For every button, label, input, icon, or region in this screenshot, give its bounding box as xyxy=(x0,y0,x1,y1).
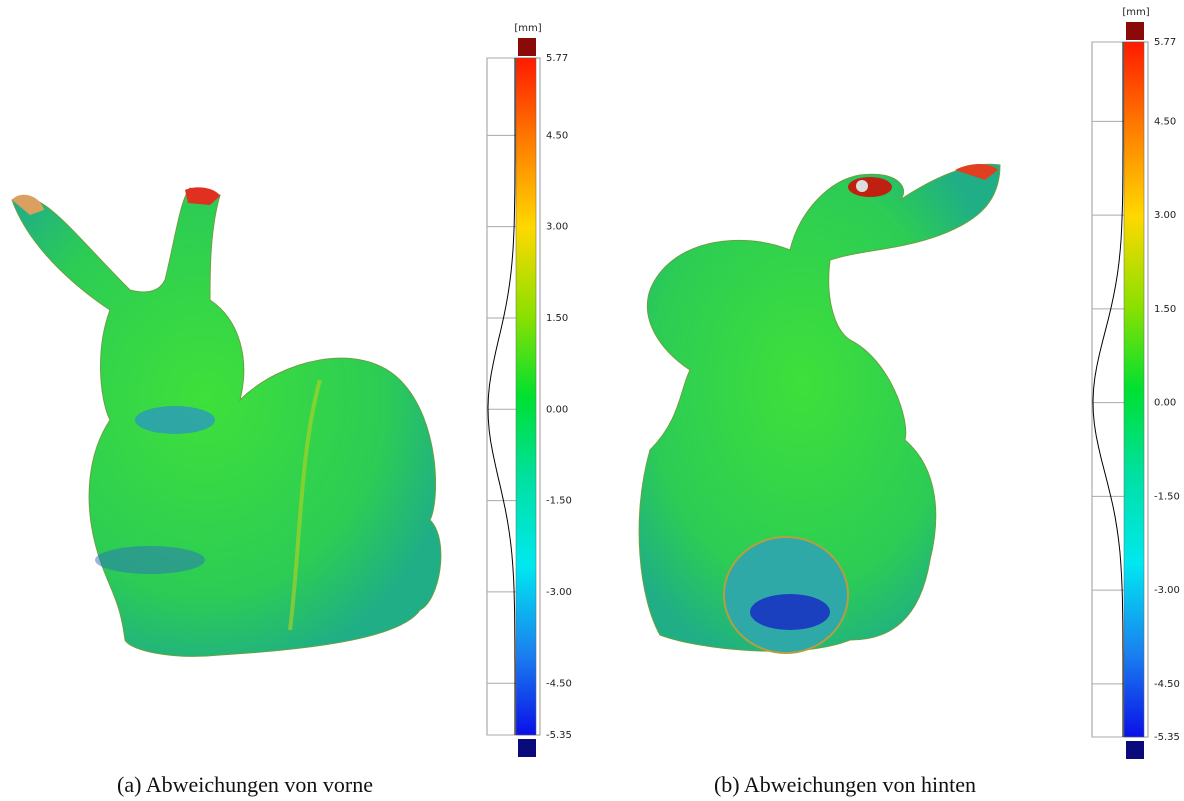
tick-label: -4.50 xyxy=(1154,679,1180,690)
under-range xyxy=(1126,741,1144,759)
bunny-back xyxy=(639,164,1000,653)
bunny-front xyxy=(12,187,441,656)
tick-label: 0.00 xyxy=(546,404,568,415)
under-range xyxy=(518,739,536,757)
tick-label: -1.50 xyxy=(546,496,572,507)
tick-label: 0.00 xyxy=(1154,398,1176,409)
unit-label: [mm] xyxy=(514,23,541,34)
tick-label: -5.35 xyxy=(1154,732,1180,743)
caption: (b) Abweichungen von hinten xyxy=(714,772,976,797)
color-bar xyxy=(1124,42,1144,737)
tick-label: 3.00 xyxy=(1154,210,1176,221)
tick-label: 1.50 xyxy=(1154,304,1176,315)
figure: [mm] 5.77 4.50 3.00 1.50 0.00 -1.50 -3.00 -4.50 -… xyxy=(0,0,1184,801)
tick-label: 3.00 xyxy=(546,222,568,233)
tick-label: 4.50 xyxy=(546,130,568,141)
over-range xyxy=(1126,22,1144,40)
tick-label: 5.77 xyxy=(1154,37,1176,48)
tick-label: -1.50 xyxy=(1154,491,1180,502)
caption: (a) Abweichungen von vorne xyxy=(117,772,373,797)
tick-label: 4.50 xyxy=(1154,116,1176,127)
tick-label: 1.50 xyxy=(546,313,568,324)
tick-label: -3.00 xyxy=(546,587,572,598)
over-range xyxy=(518,38,536,56)
unit-label: [mm] xyxy=(1122,7,1149,18)
tick-label: -4.50 xyxy=(546,678,572,689)
tick-label: 5.77 xyxy=(546,53,568,64)
color-bar xyxy=(516,58,536,735)
tick-label: -5.35 xyxy=(546,730,572,741)
tick-label: -3.00 xyxy=(1154,585,1180,596)
